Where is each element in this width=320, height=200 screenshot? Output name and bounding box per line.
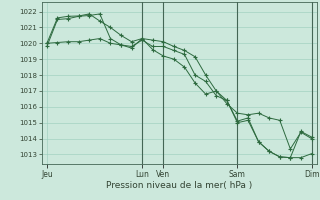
- X-axis label: Pression niveau de la mer( hPa ): Pression niveau de la mer( hPa ): [106, 181, 252, 190]
